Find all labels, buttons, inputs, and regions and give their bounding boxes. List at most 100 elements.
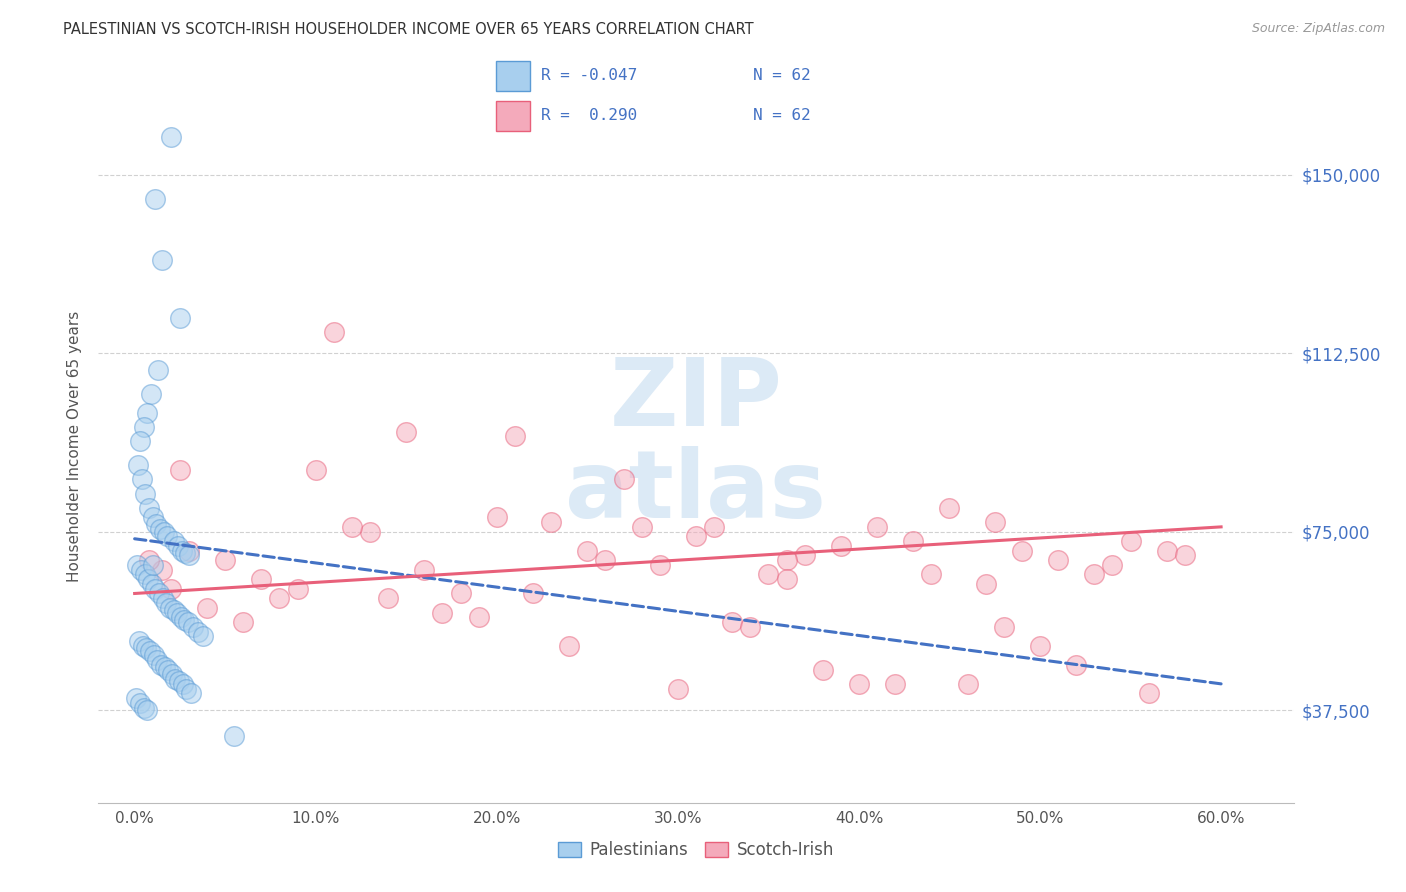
Point <box>129 696 152 710</box>
Point <box>195 600 218 615</box>
Point <box>395 425 418 439</box>
Point <box>127 458 149 472</box>
Point <box>125 691 148 706</box>
Point <box>150 253 173 268</box>
Point <box>153 660 176 674</box>
Point <box>149 522 172 536</box>
Point <box>172 677 194 691</box>
Point <box>134 486 156 500</box>
Point <box>160 129 183 144</box>
Point <box>1174 549 1197 563</box>
Point <box>1101 558 1123 572</box>
Point <box>138 553 160 567</box>
Point <box>134 567 156 582</box>
Point <box>866 520 889 534</box>
Point <box>224 729 246 743</box>
Bar <box>496 101 530 130</box>
Point <box>1029 639 1052 653</box>
Point <box>340 520 363 534</box>
Point <box>181 620 204 634</box>
Point <box>132 639 155 653</box>
Point <box>132 420 155 434</box>
Bar <box>496 62 530 91</box>
Point <box>666 681 689 696</box>
Point <box>305 463 328 477</box>
Text: R =  0.290: R = 0.290 <box>541 108 637 123</box>
Y-axis label: Householder Income Over 65 years: Householder Income Over 65 years <box>67 310 83 582</box>
Point <box>145 517 167 532</box>
Point <box>1119 534 1142 549</box>
Point <box>187 624 209 639</box>
Point <box>775 572 797 586</box>
Point <box>938 500 960 515</box>
Point <box>1137 686 1160 700</box>
Point <box>956 677 979 691</box>
Point <box>193 629 215 643</box>
Point <box>648 558 671 572</box>
Point <box>413 563 436 577</box>
Point <box>142 558 165 572</box>
Point <box>139 386 162 401</box>
Point <box>166 606 188 620</box>
Point <box>830 539 852 553</box>
Point <box>156 529 179 543</box>
Point <box>703 520 725 534</box>
Point <box>136 572 159 586</box>
Point <box>169 463 191 477</box>
Text: N = 62: N = 62 <box>754 68 811 83</box>
Point <box>984 515 1007 529</box>
Point <box>177 549 200 563</box>
Point <box>169 310 191 325</box>
Point <box>157 663 180 677</box>
Point <box>758 567 780 582</box>
Point <box>142 510 165 524</box>
Text: N = 62: N = 62 <box>754 108 811 123</box>
Point <box>152 524 174 539</box>
Point <box>159 600 181 615</box>
Point <box>903 534 925 549</box>
Point <box>141 577 163 591</box>
Point <box>160 582 183 596</box>
Point <box>149 657 172 672</box>
Point <box>138 500 160 515</box>
Point <box>485 510 508 524</box>
Point <box>180 686 202 700</box>
Point <box>740 620 762 634</box>
Point <box>145 582 167 596</box>
Point <box>129 434 152 449</box>
Point <box>576 543 599 558</box>
Point <box>177 543 200 558</box>
Text: R = -0.047: R = -0.047 <box>541 68 637 83</box>
Point <box>450 586 472 600</box>
Point <box>148 363 170 377</box>
Point <box>503 429 526 443</box>
Point <box>522 586 544 600</box>
Point <box>1064 657 1087 672</box>
Point <box>1047 553 1070 567</box>
Point <box>167 539 190 553</box>
Point <box>1156 543 1178 558</box>
Point <box>793 549 815 563</box>
Text: Source: ZipAtlas.com: Source: ZipAtlas.com <box>1251 22 1385 36</box>
Point <box>775 553 797 567</box>
Point <box>136 406 159 420</box>
Point <box>630 520 652 534</box>
Point <box>558 639 581 653</box>
Point <box>173 613 195 627</box>
Point <box>232 615 254 629</box>
Point <box>135 641 157 656</box>
Point <box>1083 567 1105 582</box>
Text: ZIP: ZIP <box>610 354 782 446</box>
Legend: Palestinians, Scotch-Irish: Palestinians, Scotch-Irish <box>551 835 841 866</box>
Point <box>160 667 183 681</box>
Point <box>131 472 153 486</box>
Point <box>287 582 309 596</box>
Point <box>467 610 489 624</box>
Point <box>540 515 562 529</box>
Point <box>721 615 744 629</box>
Point <box>155 596 177 610</box>
Point <box>167 674 190 689</box>
Point <box>132 700 155 714</box>
Point <box>432 606 454 620</box>
Point <box>848 677 870 691</box>
